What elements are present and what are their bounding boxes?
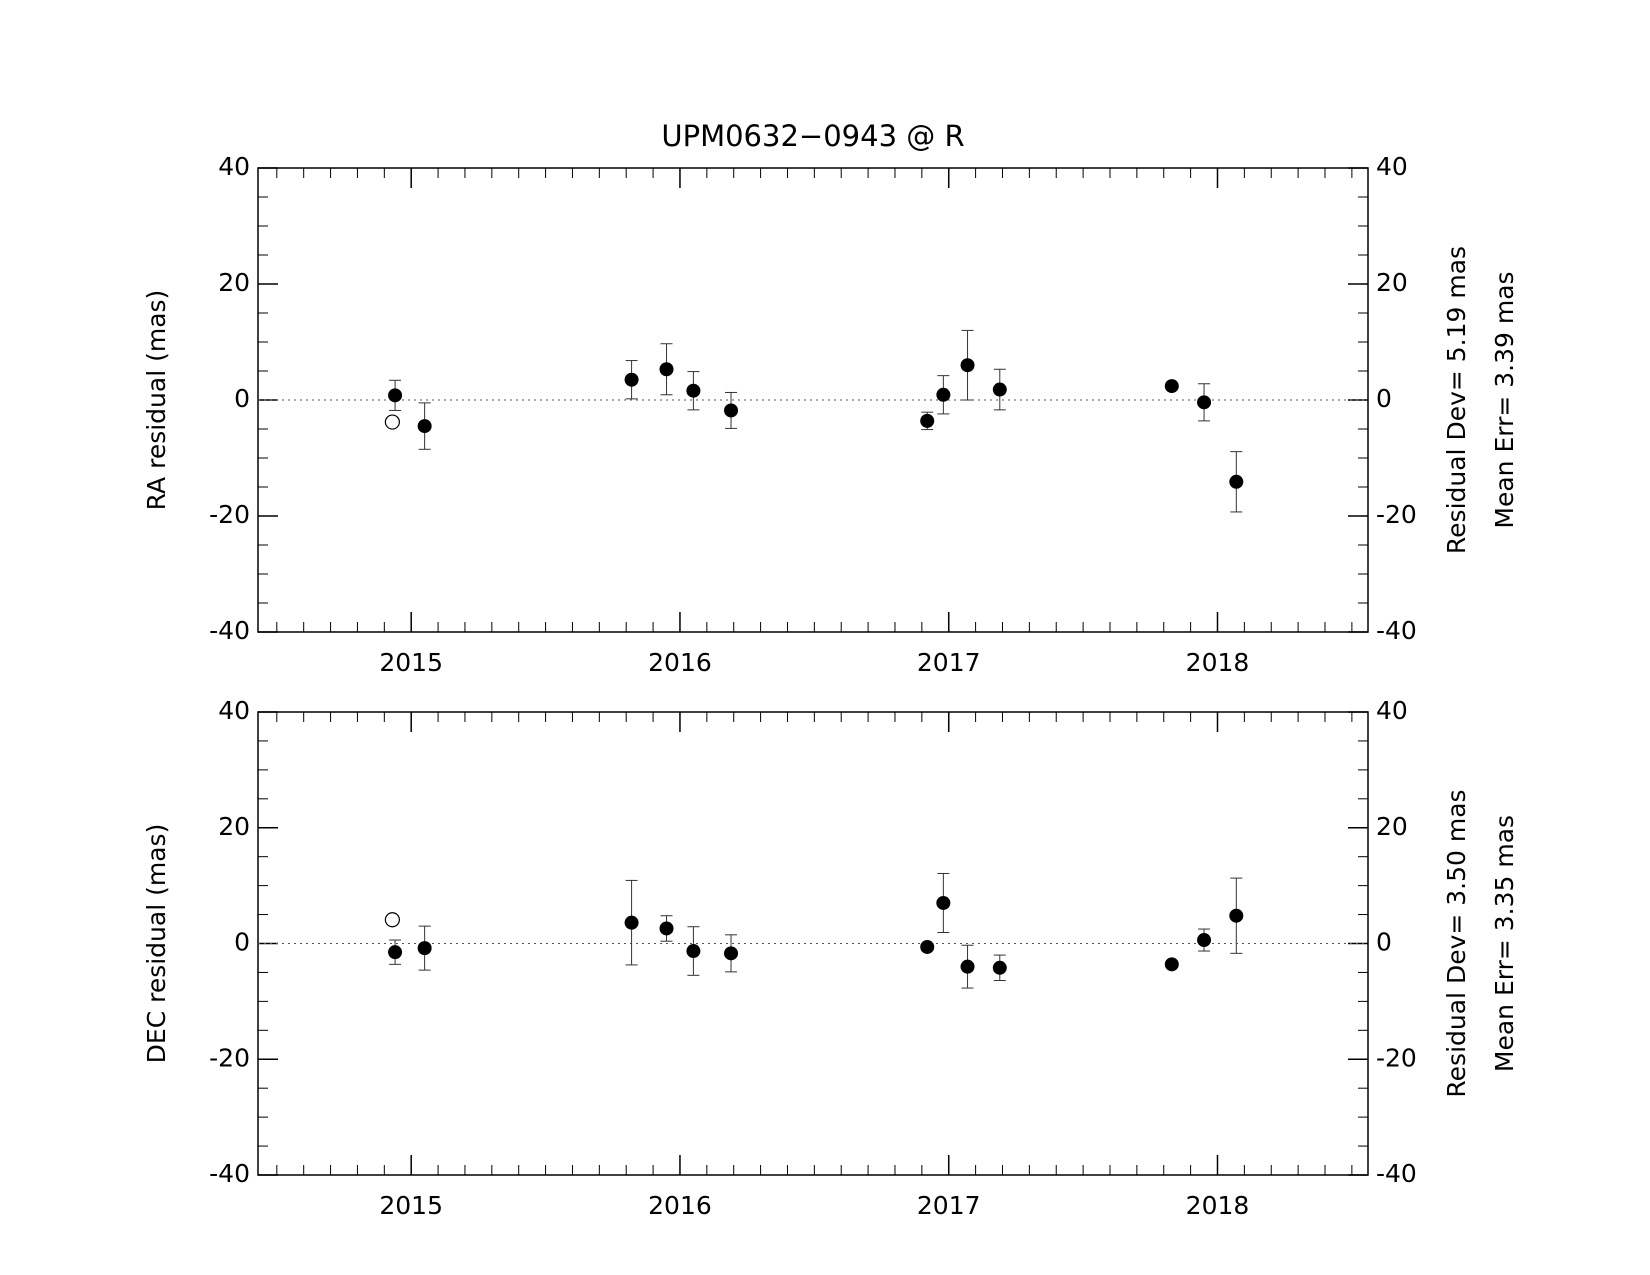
y2-tick-label: -20 [1376,1043,1417,1072]
y2-tick-label: -40 [1376,616,1417,645]
y2-tick-label: -20 [1376,500,1417,529]
annotation: Mean Err= 3.39 mas [1490,271,1519,528]
y-axis-label: DEC residual (mas) [142,824,171,1064]
chart-title: UPM0632−0943 @ R [661,119,964,153]
point [1164,379,1179,394]
annotation: Residual Dev= 5.19 mas [1442,246,1471,554]
y-tick-label: 0 [234,928,250,957]
point [686,383,701,398]
point [1197,395,1212,410]
point [388,945,403,960]
y2-tick-label: 40 [1376,696,1408,725]
x-tick-label: 2016 [648,1191,712,1220]
y-tick-label: -20 [209,1043,250,1072]
y-tick-label: -20 [209,500,250,529]
point [724,403,739,418]
y-axis-label: RA residual (mas) [142,290,171,511]
annotation: Residual Dev= 3.50 mas [1442,789,1471,1097]
point [417,419,432,434]
point [724,946,739,961]
point [388,388,403,403]
x-tick-label: 2017 [917,1191,981,1220]
point [936,895,951,910]
y2-tick-label: 0 [1376,384,1392,413]
point [624,915,639,930]
point [960,358,975,373]
y2-tick-label: 40 [1376,152,1408,181]
point [1197,933,1212,948]
y-tick-label: -40 [209,1159,250,1188]
y2-tick-label: 20 [1376,812,1408,841]
point [1229,474,1244,489]
point [1229,908,1244,923]
point [960,959,975,974]
point [686,944,701,959]
point [920,939,935,954]
y-tick-label: 40 [218,152,250,181]
point [920,413,935,428]
x-tick-label: 2018 [1186,1191,1250,1220]
point [659,362,674,377]
point [659,921,674,936]
annotation: Mean Err= 3.35 mas [1490,815,1519,1072]
point [417,941,432,956]
y2-tick-label: 0 [1376,928,1392,957]
y2-tick-label: 20 [1376,268,1408,297]
x-tick-label: 2015 [379,1191,443,1220]
point [992,382,1007,397]
x-tick-label: 2018 [1186,648,1250,677]
x-tick-label: 2015 [379,648,443,677]
y-tick-label: 20 [218,268,250,297]
y-tick-label: 40 [218,696,250,725]
point [1164,957,1179,972]
x-tick-label: 2016 [648,648,712,677]
y-tick-label: -40 [209,616,250,645]
y-tick-label: 0 [234,384,250,413]
point [936,387,951,402]
point [992,960,1007,975]
y2-tick-label: -40 [1376,1159,1417,1188]
point [624,372,639,387]
x-tick-label: 2017 [917,648,981,677]
rejected-point [384,912,400,928]
y-tick-label: 20 [218,812,250,841]
rejected-point [384,414,400,430]
